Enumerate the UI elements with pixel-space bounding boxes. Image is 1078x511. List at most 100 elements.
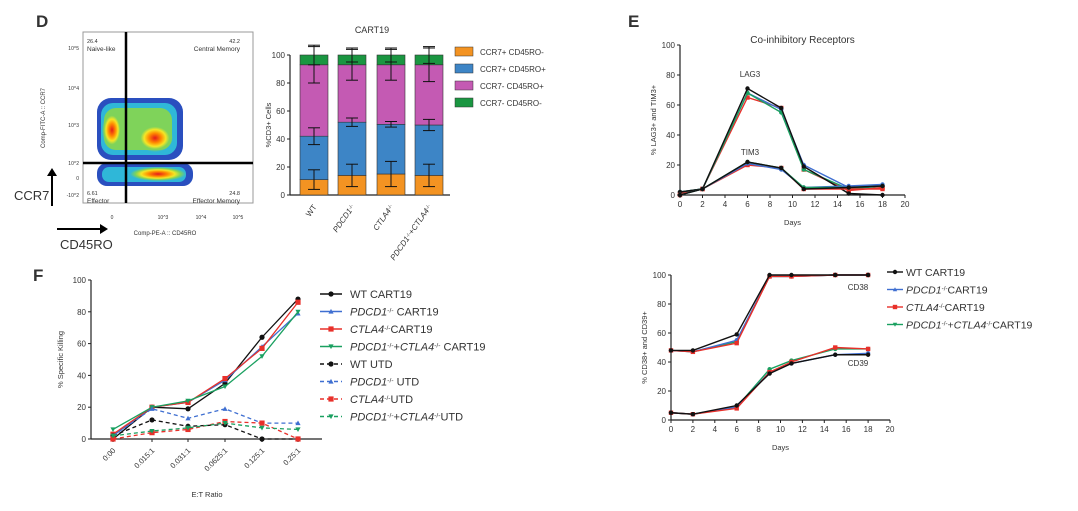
x-tick-label: 16 (842, 425, 851, 434)
triangle-down-marker (222, 421, 228, 426)
superscript: -/- (387, 342, 393, 349)
series-line (670, 348, 869, 415)
series-line (112, 312, 299, 437)
x-tick-label: 4 (723, 200, 728, 209)
superscript: -/- (424, 203, 432, 210)
circle-marker (846, 185, 851, 190)
y-tick-label: 0 (82, 435, 87, 444)
y-axis-label: % CD38+ and CD39+ (640, 311, 649, 384)
circle-marker (745, 159, 750, 165)
label-part: CART19 (394, 307, 439, 319)
y-tick-label: 0 (662, 416, 667, 425)
series-line (112, 298, 299, 440)
x-tick-label: 0.031:1 (168, 446, 192, 470)
circle-marker (789, 272, 794, 278)
label-part: WT CART19 (350, 289, 412, 301)
flow-y-tick-label: -10^2 (67, 193, 80, 199)
y-tick-label: 60 (666, 101, 675, 110)
label-part: CART19 (945, 302, 985, 314)
label-part: + (948, 320, 954, 332)
superscript: -/- (986, 320, 992, 327)
x-tick-label: 2 (700, 200, 705, 209)
label-part: CTLA4 (400, 342, 434, 354)
quadrant-name: Effector (87, 198, 110, 205)
triangle-down-marker (892, 322, 898, 327)
square-marker (222, 375, 228, 382)
label-part: CART19 (948, 285, 988, 297)
legend-swatch (454, 80, 474, 91)
series-line (670, 274, 869, 353)
label-part: PDCD1 (350, 377, 387, 389)
flow-y-tick-label: 10^3 (68, 123, 79, 129)
y-tick-label: 20 (77, 403, 86, 412)
x-tick-label: 14 (820, 425, 829, 434)
superscript: -/- (386, 203, 394, 210)
series-line (112, 311, 299, 431)
circle-marker (846, 191, 851, 196)
series-annotation: TIM3 (741, 148, 760, 157)
y-tick-label: 20 (657, 387, 666, 396)
x-tick-label: 6 (745, 200, 750, 209)
x-tick-label: 12 (811, 200, 820, 209)
label-part: CART19 (390, 324, 432, 336)
legend-label: CCR7+ CD45RO- (480, 48, 544, 57)
triangle-down-marker (110, 433, 116, 439)
legend-label: CCR7- CD45RO- (480, 99, 542, 108)
circle-marker (880, 192, 885, 198)
legend-label: PDCD1-/-+CTLA4-/-UTD (350, 412, 463, 424)
y-tick-label: 80 (276, 79, 285, 88)
panel-label-f: F (33, 266, 43, 285)
triangle-marker (185, 415, 191, 421)
circle-marker (700, 186, 705, 192)
legend-label: PDCD1-/-+CTLA4-/- CART19 (350, 342, 486, 354)
circle-marker (801, 186, 806, 192)
ccr7-arrow-label: CCR7 (14, 188, 49, 203)
square-marker (259, 420, 265, 426)
flow-plot: 10^5 10^4 10^3 10^2 0 -10^2 0 10^3 10^4 10^5 26.4N… (14, 31, 254, 252)
x-tick-label: 10 (788, 200, 797, 209)
bar-segment (414, 124, 444, 176)
x-tick-label: 10 (776, 425, 785, 434)
circle-marker (668, 348, 674, 353)
x-tick-label: 6 (734, 425, 739, 434)
series-annotation: CD38 (848, 283, 869, 292)
square-marker (734, 406, 739, 411)
circle-marker (865, 272, 871, 278)
y-tick-label: 60 (657, 329, 666, 338)
series-annotation: CD39 (848, 359, 869, 368)
x-tick-label: 0.25:1 (281, 446, 302, 467)
category-label: PDCD1-/- (331, 203, 357, 234)
square-marker (259, 345, 265, 351)
superscript: -/- (384, 395, 390, 402)
circle-marker (745, 86, 750, 91)
square-marker (734, 340, 739, 346)
quadrant-name: Effector Memory (192, 198, 240, 205)
circle-marker (149, 417, 155, 423)
label-part: + (394, 412, 400, 424)
y-tick-label: 80 (666, 71, 675, 80)
label-part: UTD (440, 412, 463, 424)
x-tick-label: 16 (856, 200, 865, 209)
y-tick-label: 20 (276, 163, 285, 172)
x-tick-label: 0 (678, 200, 683, 209)
y-axis-label: % Specific Killing (56, 331, 65, 388)
series-line (679, 87, 883, 196)
triangle-down-marker (259, 354, 265, 359)
triangle-down-marker (259, 425, 265, 431)
legend-label: PDCD1-/-+CTLA4-/-CART19 (906, 320, 1033, 332)
x-tick-label: 0.0625:1 (202, 446, 229, 473)
y-tick-label: 20 (666, 161, 675, 170)
legend-swatch (454, 97, 474, 108)
y-tick-label: 100 (662, 41, 676, 50)
label-part: WT UTD (350, 359, 393, 371)
label-part: UTD (390, 394, 413, 406)
chart-title: Co-inhibitory Receptors (750, 35, 855, 46)
circle-marker (734, 403, 739, 408)
circle-marker (767, 272, 772, 278)
triangle-down-marker (149, 428, 155, 434)
y-tick-label: 40 (657, 358, 666, 367)
label-part: PDCD1 (350, 342, 387, 354)
x-tick-label: 2 (691, 425, 696, 434)
x-tick-label: 0.015:1 (132, 446, 156, 470)
